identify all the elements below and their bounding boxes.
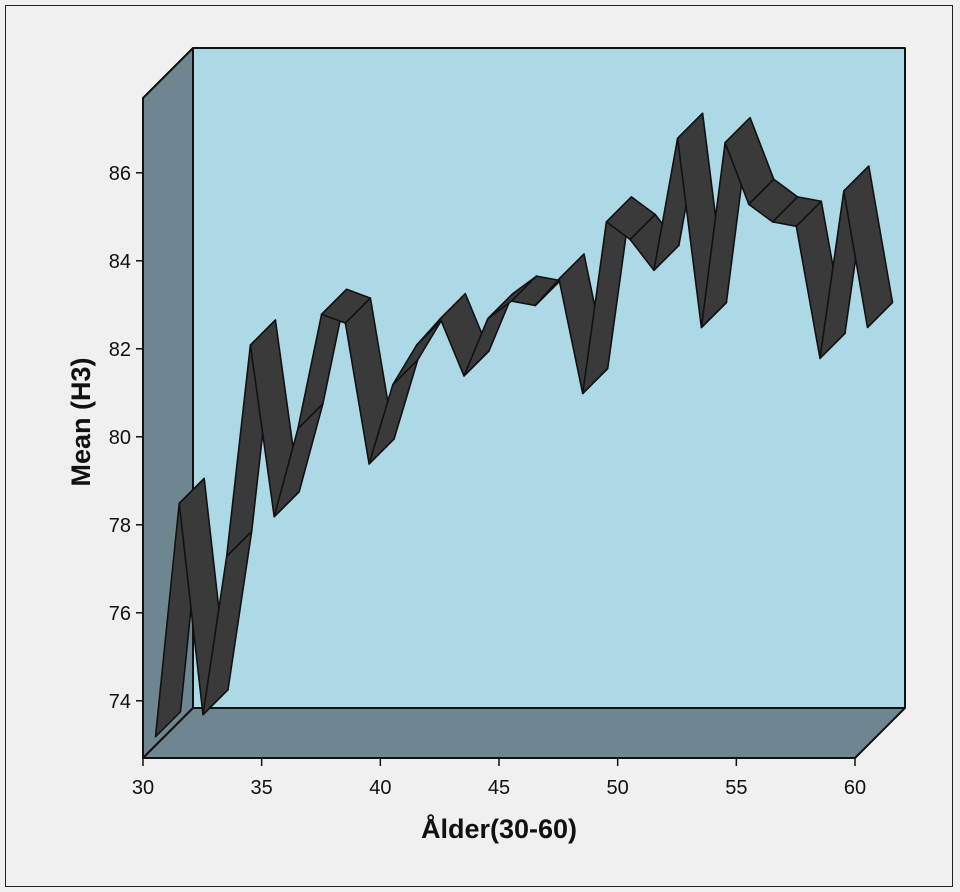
x-tick-label-30: 30 (132, 777, 154, 799)
ribbon-segment-59-60 (842, 165, 894, 329)
y-tick-label-76: 76 (109, 603, 131, 625)
x-tick-label-40: 40 (369, 777, 391, 799)
data-ribbon (154, 112, 894, 738)
y-tick-label-78: 78 (109, 515, 131, 537)
back-wall (192, 47, 906, 709)
y-tick-label-82: 82 (109, 339, 131, 361)
x-tick-label-35: 35 (251, 777, 273, 799)
floor (142, 707, 906, 759)
x-tick-label-55: 55 (725, 777, 747, 799)
y-axis-title: Mean (H3) (66, 357, 96, 486)
y-tick-label-80: 80 (109, 427, 131, 449)
axes: 30 35 40 45 50 55 60 74 76 78 80 82 84 86 (109, 163, 866, 799)
y-tick-label-86: 86 (109, 163, 131, 185)
x-tick-label-45: 45 (488, 777, 510, 799)
y-tick-label-84: 84 (109, 251, 131, 273)
x-axis-title: Ålder(30-60) (421, 813, 577, 844)
y-tick-label-74: 74 (109, 691, 131, 713)
x-tick-label-50: 50 (607, 777, 629, 799)
x-tick-label-60: 60 (844, 777, 866, 799)
